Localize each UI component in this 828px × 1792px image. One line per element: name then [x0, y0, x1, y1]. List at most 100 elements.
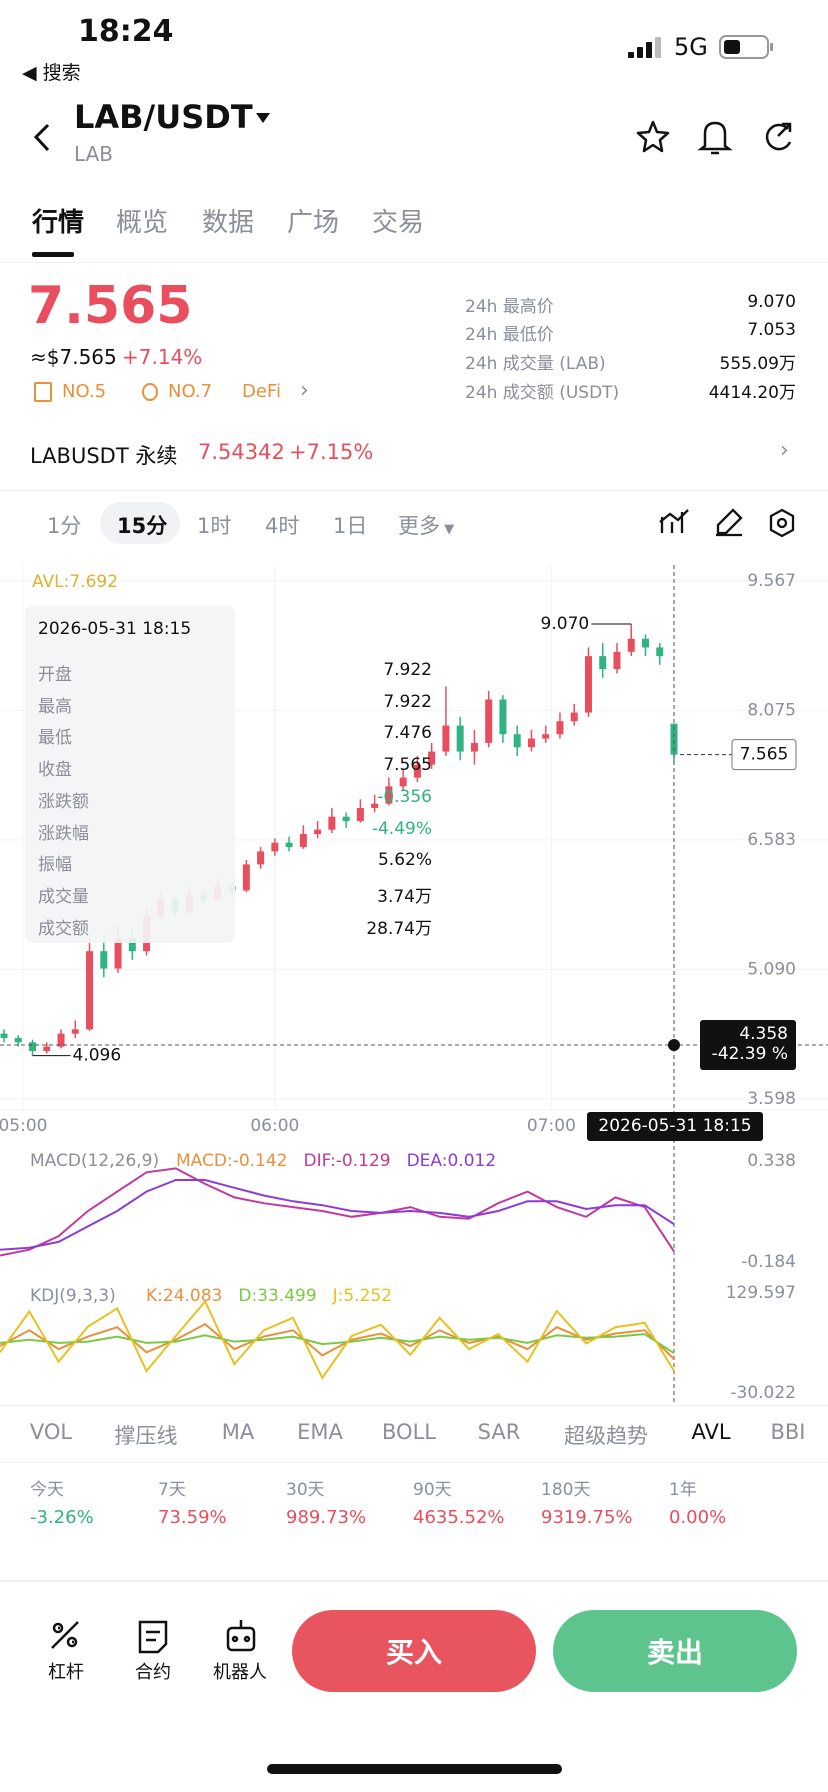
candle-body: [470, 742, 478, 752]
return-value: -3.26%: [30, 1507, 94, 1528]
robot-icon[interactable]: [226, 1620, 256, 1652]
candle-body: [328, 816, 336, 830]
rank-tag[interactable]: NO.5: [62, 381, 107, 402]
tooltip-value: 7.922: [383, 691, 432, 712]
candle-body: [413, 764, 421, 778]
indicator-tab[interactable]: BBI: [770, 1420, 806, 1444]
sell-button[interactable]: 卖出: [553, 1610, 797, 1692]
candle-body: [670, 723, 678, 755]
tool-label[interactable]: 机器人: [213, 1662, 267, 1683]
candle-body: [428, 751, 436, 765]
tool-label[interactable]: 杠杆: [48, 1662, 84, 1683]
candle-body: [570, 712, 578, 722]
indicator-tab[interactable]: MA: [221, 1420, 255, 1444]
interval[interactable]: 1分: [47, 514, 82, 538]
candle-body: [257, 851, 265, 865]
tab[interactable]: 概览: [116, 208, 169, 238]
interval[interactable]: 1时: [197, 514, 232, 538]
tooltip-label: 涨跌额: [38, 791, 89, 812]
return-value: 73.59%: [158, 1507, 227, 1528]
interval[interactable]: 4时: [265, 514, 300, 538]
crosshair-percent: -42.39 %: [711, 1044, 788, 1064]
legend-entry: DIF:-0.129: [304, 1151, 391, 1171]
perp-name[interactable]: LABUSDT 永续: [30, 444, 178, 468]
back-app[interactable]: ◀ 搜索: [22, 62, 81, 84]
candle-body: [584, 656, 592, 713]
indicator-tab[interactable]: EMA: [297, 1420, 343, 1444]
favorite-icon[interactable]: [636, 120, 670, 153]
rank-tag[interactable]: NO.7: [168, 381, 213, 402]
buy-button[interactable]: 买入: [292, 1610, 536, 1692]
candle-body: [371, 803, 379, 808]
candle-body: [299, 834, 307, 848]
contract-icon[interactable]: [138, 1620, 168, 1654]
high-label: 9.070: [541, 614, 590, 634]
tooltip-value: 7.476: [383, 723, 432, 744]
candle-body: [314, 829, 322, 835]
crosshair-dot: [668, 1039, 680, 1051]
share-icon[interactable]: [765, 122, 792, 151]
draw-icon[interactable]: [716, 508, 743, 537]
tab[interactable]: 广场: [287, 208, 340, 238]
rank-tag[interactable]: DeFi: [242, 381, 281, 402]
candle-body: [100, 951, 108, 969]
crosshair-price: 4.358: [739, 1024, 788, 1044]
interval[interactable]: 更多 ▼: [398, 514, 455, 538]
settings-icon[interactable]: [769, 508, 795, 538]
tooltip: 2026-05-31 18:15 开盘 7.922 最高 7.922 最低 7.476 收盘…: [25, 605, 432, 943]
crosshair-price-box: 4.358 -42.39 %: [700, 1020, 796, 1070]
candle-body: [71, 1029, 79, 1034]
x-tick-label: 07:00: [527, 1116, 576, 1136]
indicator-tab[interactable]: AVL: [691, 1420, 731, 1444]
tab[interactable]: 数据: [202, 208, 255, 238]
stat-value: 7.053: [747, 320, 796, 340]
candle-body: [0, 1033, 8, 1038]
candle-body: [242, 864, 250, 891]
return-period: 30天: [286, 1480, 325, 1500]
alert-icon[interactable]: [697, 121, 733, 155]
pair-title[interactable]: LAB/USDT: [74, 98, 253, 136]
tab[interactable]: 交易: [372, 208, 425, 238]
indicator-tab[interactable]: VOL: [29, 1420, 73, 1444]
candle-body: [456, 725, 464, 752]
indicator-tab[interactable]: 撑压线: [114, 1424, 178, 1448]
back-icon[interactable]: [33, 123, 50, 152]
chevron[interactable]: ›: [300, 378, 309, 403]
tab[interactable]: 行情: [32, 208, 85, 238]
return-period: 1年: [669, 1480, 697, 1500]
indicator-tab[interactable]: SAR: [477, 1420, 521, 1444]
candle-body: [513, 734, 521, 748]
y-tick-label: -30.022: [730, 1383, 796, 1403]
tool-label[interactable]: 合约: [135, 1662, 171, 1683]
dropdown-icon[interactable]: [256, 113, 270, 123]
last-price-box: [731, 739, 797, 771]
divider: [0, 490, 828, 491]
interval[interactable]: 1日: [333, 514, 368, 538]
leverage-icon[interactable]: [51, 1621, 79, 1649]
indicator-icon[interactable]: [659, 509, 689, 533]
network: 5G: [674, 33, 708, 61]
candle-body: [43, 1046, 51, 1051]
tooltip-label: 最高: [38, 696, 72, 717]
tag-icon: [142, 383, 158, 401]
candle-body: [285, 842, 293, 848]
home-indicator: [267, 1764, 562, 1774]
candle-body: [556, 721, 564, 735]
panel-title: KDJ(9,3,3): [30, 1286, 116, 1306]
tooltip-value: 3.74万: [377, 886, 432, 907]
base-asset: LAB: [74, 142, 114, 166]
stat-label: 24h 成交额 (USDT): [465, 383, 620, 403]
x-tick-label: 05:00: [0, 1116, 47, 1136]
indicator-line: [0, 1322, 675, 1360]
indicator-line: [0, 1333, 675, 1355]
indicator-tab[interactable]: BOLL: [382, 1420, 436, 1444]
indicator-tab[interactable]: 超级趋势: [564, 1424, 648, 1448]
interval[interactable]: 15分: [117, 514, 168, 538]
stat-value: 4414.20万: [708, 383, 796, 403]
legend-entry: DEA:0.012: [407, 1151, 497, 1171]
y-tick-label: 5.090: [747, 959, 796, 979]
tooltip-label: 最低: [38, 728, 72, 749]
chevron[interactable]: ›: [780, 438, 789, 463]
clock: 18:24: [78, 14, 174, 49]
